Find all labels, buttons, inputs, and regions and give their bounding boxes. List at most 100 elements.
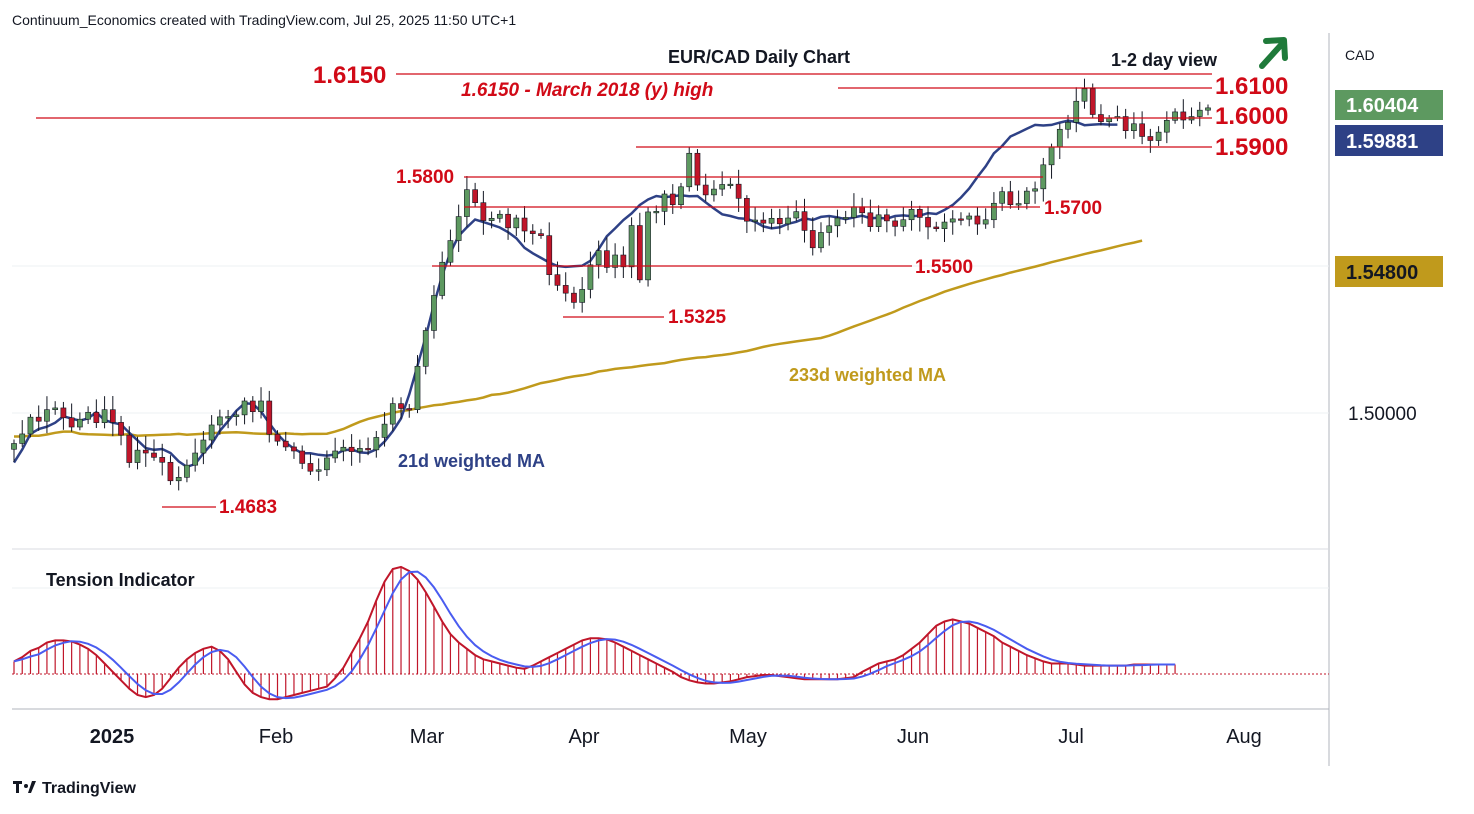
candle: [719, 171, 726, 196]
candle: [184, 459, 190, 483]
candle: [801, 198, 808, 243]
candle-body-down: [801, 211, 808, 231]
candle-body-down: [365, 448, 371, 451]
candle-body-down: [571, 292, 577, 303]
view-label: 1-2 day view: [1111, 50, 1218, 70]
candle-body-up: [1015, 203, 1022, 206]
candle-body-down: [291, 446, 297, 452]
candle-body-down: [1122, 116, 1129, 132]
candle: [521, 206, 528, 243]
candle: [513, 214, 520, 236]
candle: [142, 435, 149, 467]
candle-body-down: [933, 226, 940, 230]
candle: [68, 403, 75, 432]
candle: [579, 277, 586, 313]
candle-body-down: [60, 407, 67, 419]
candle-body-up: [389, 403, 396, 425]
tension-signal-line: [13, 570, 1176, 700]
candle: [966, 212, 973, 227]
candle: [884, 208, 890, 233]
candle-body-up: [982, 219, 989, 225]
candle: [628, 217, 635, 279]
time-label-feb: Feb: [259, 726, 293, 748]
candle-body-up: [192, 452, 199, 466]
attribution-text: Continuum_Economics created with Trading…: [12, 12, 516, 28]
candle: [200, 430, 207, 465]
candle: [332, 437, 338, 463]
candle-body-up: [513, 217, 520, 229]
candle-body-up: [908, 209, 915, 221]
candle: [711, 180, 717, 202]
candle: [1007, 180, 1014, 209]
candle-body-up: [101, 409, 108, 423]
candle-body-down: [892, 220, 898, 227]
candle-body-down: [398, 403, 404, 409]
candle-body-up: [653, 211, 660, 214]
candle-body-up: [422, 330, 429, 367]
candle: [925, 206, 931, 240]
candle-body-up: [27, 416, 34, 435]
ma233-tag: 1.54800: [1335, 256, 1443, 287]
candle: [109, 396, 116, 437]
candle-body-down: [151, 452, 157, 458]
candle: [851, 193, 857, 228]
candle-body-down: [521, 217, 528, 232]
candle-body-up: [711, 188, 717, 196]
candle-body-up: [233, 414, 240, 417]
candle-body-down: [636, 225, 643, 281]
candle-body-up: [941, 221, 948, 230]
candle-body-up: [587, 264, 594, 290]
candle: [175, 466, 182, 491]
candle: [678, 182, 684, 210]
candle: [867, 199, 874, 232]
label-1.5800: 1.5800: [396, 167, 454, 188]
candle-body-up: [217, 416, 223, 426]
candle: [1188, 107, 1195, 124]
candle-body-up: [1131, 123, 1137, 132]
candle-body-up: [818, 232, 824, 249]
candle-body-up: [447, 240, 454, 263]
label-1.4683: 1.4683: [219, 497, 277, 518]
candle-body-up: [1155, 131, 1162, 141]
candle: [1048, 143, 1055, 179]
ma21-tag: 1.59881: [1335, 125, 1443, 156]
candle: [365, 437, 371, 456]
candle-body-up: [966, 215, 973, 220]
time-label-jul: Jul: [1058, 726, 1084, 748]
time-label-mar: Mar: [410, 726, 445, 748]
candle: [389, 397, 396, 432]
candle-body-up: [785, 217, 791, 225]
chart-title: EUR/CAD Daily Chart: [668, 47, 850, 67]
candle-body-up: [1163, 120, 1170, 133]
candle-body-down: [480, 202, 487, 221]
candle: [324, 450, 330, 477]
candle-body-down: [505, 213, 511, 229]
candle: [480, 190, 487, 235]
candle-body-up: [999, 191, 1005, 204]
candle: [356, 439, 363, 463]
candle-body-up: [1205, 107, 1211, 111]
ma21-label: 21d weighted MA: [398, 451, 545, 471]
candle: [793, 200, 800, 222]
candle-body-down: [884, 214, 890, 222]
candle-body-up: [488, 217, 495, 221]
candle-body-down: [472, 189, 478, 203]
candle: [1073, 87, 1080, 133]
candle: [11, 439, 17, 462]
candle-body-up: [52, 407, 59, 410]
label-1.5325: 1.5325: [668, 307, 727, 328]
candle: [258, 387, 264, 419]
candle-body-up: [77, 418, 83, 428]
label-1.5500: 1.5500: [915, 257, 973, 278]
candle: [398, 397, 404, 419]
candle-body-up: [340, 446, 347, 452]
candle-body-up: [324, 457, 330, 471]
candle: [595, 240, 602, 279]
candle-body-up: [496, 213, 503, 219]
candle-body-down: [776, 217, 783, 225]
candle: [274, 430, 281, 446]
candle: [1163, 111, 1170, 144]
candle-body-up: [225, 416, 231, 419]
candle: [809, 217, 816, 256]
